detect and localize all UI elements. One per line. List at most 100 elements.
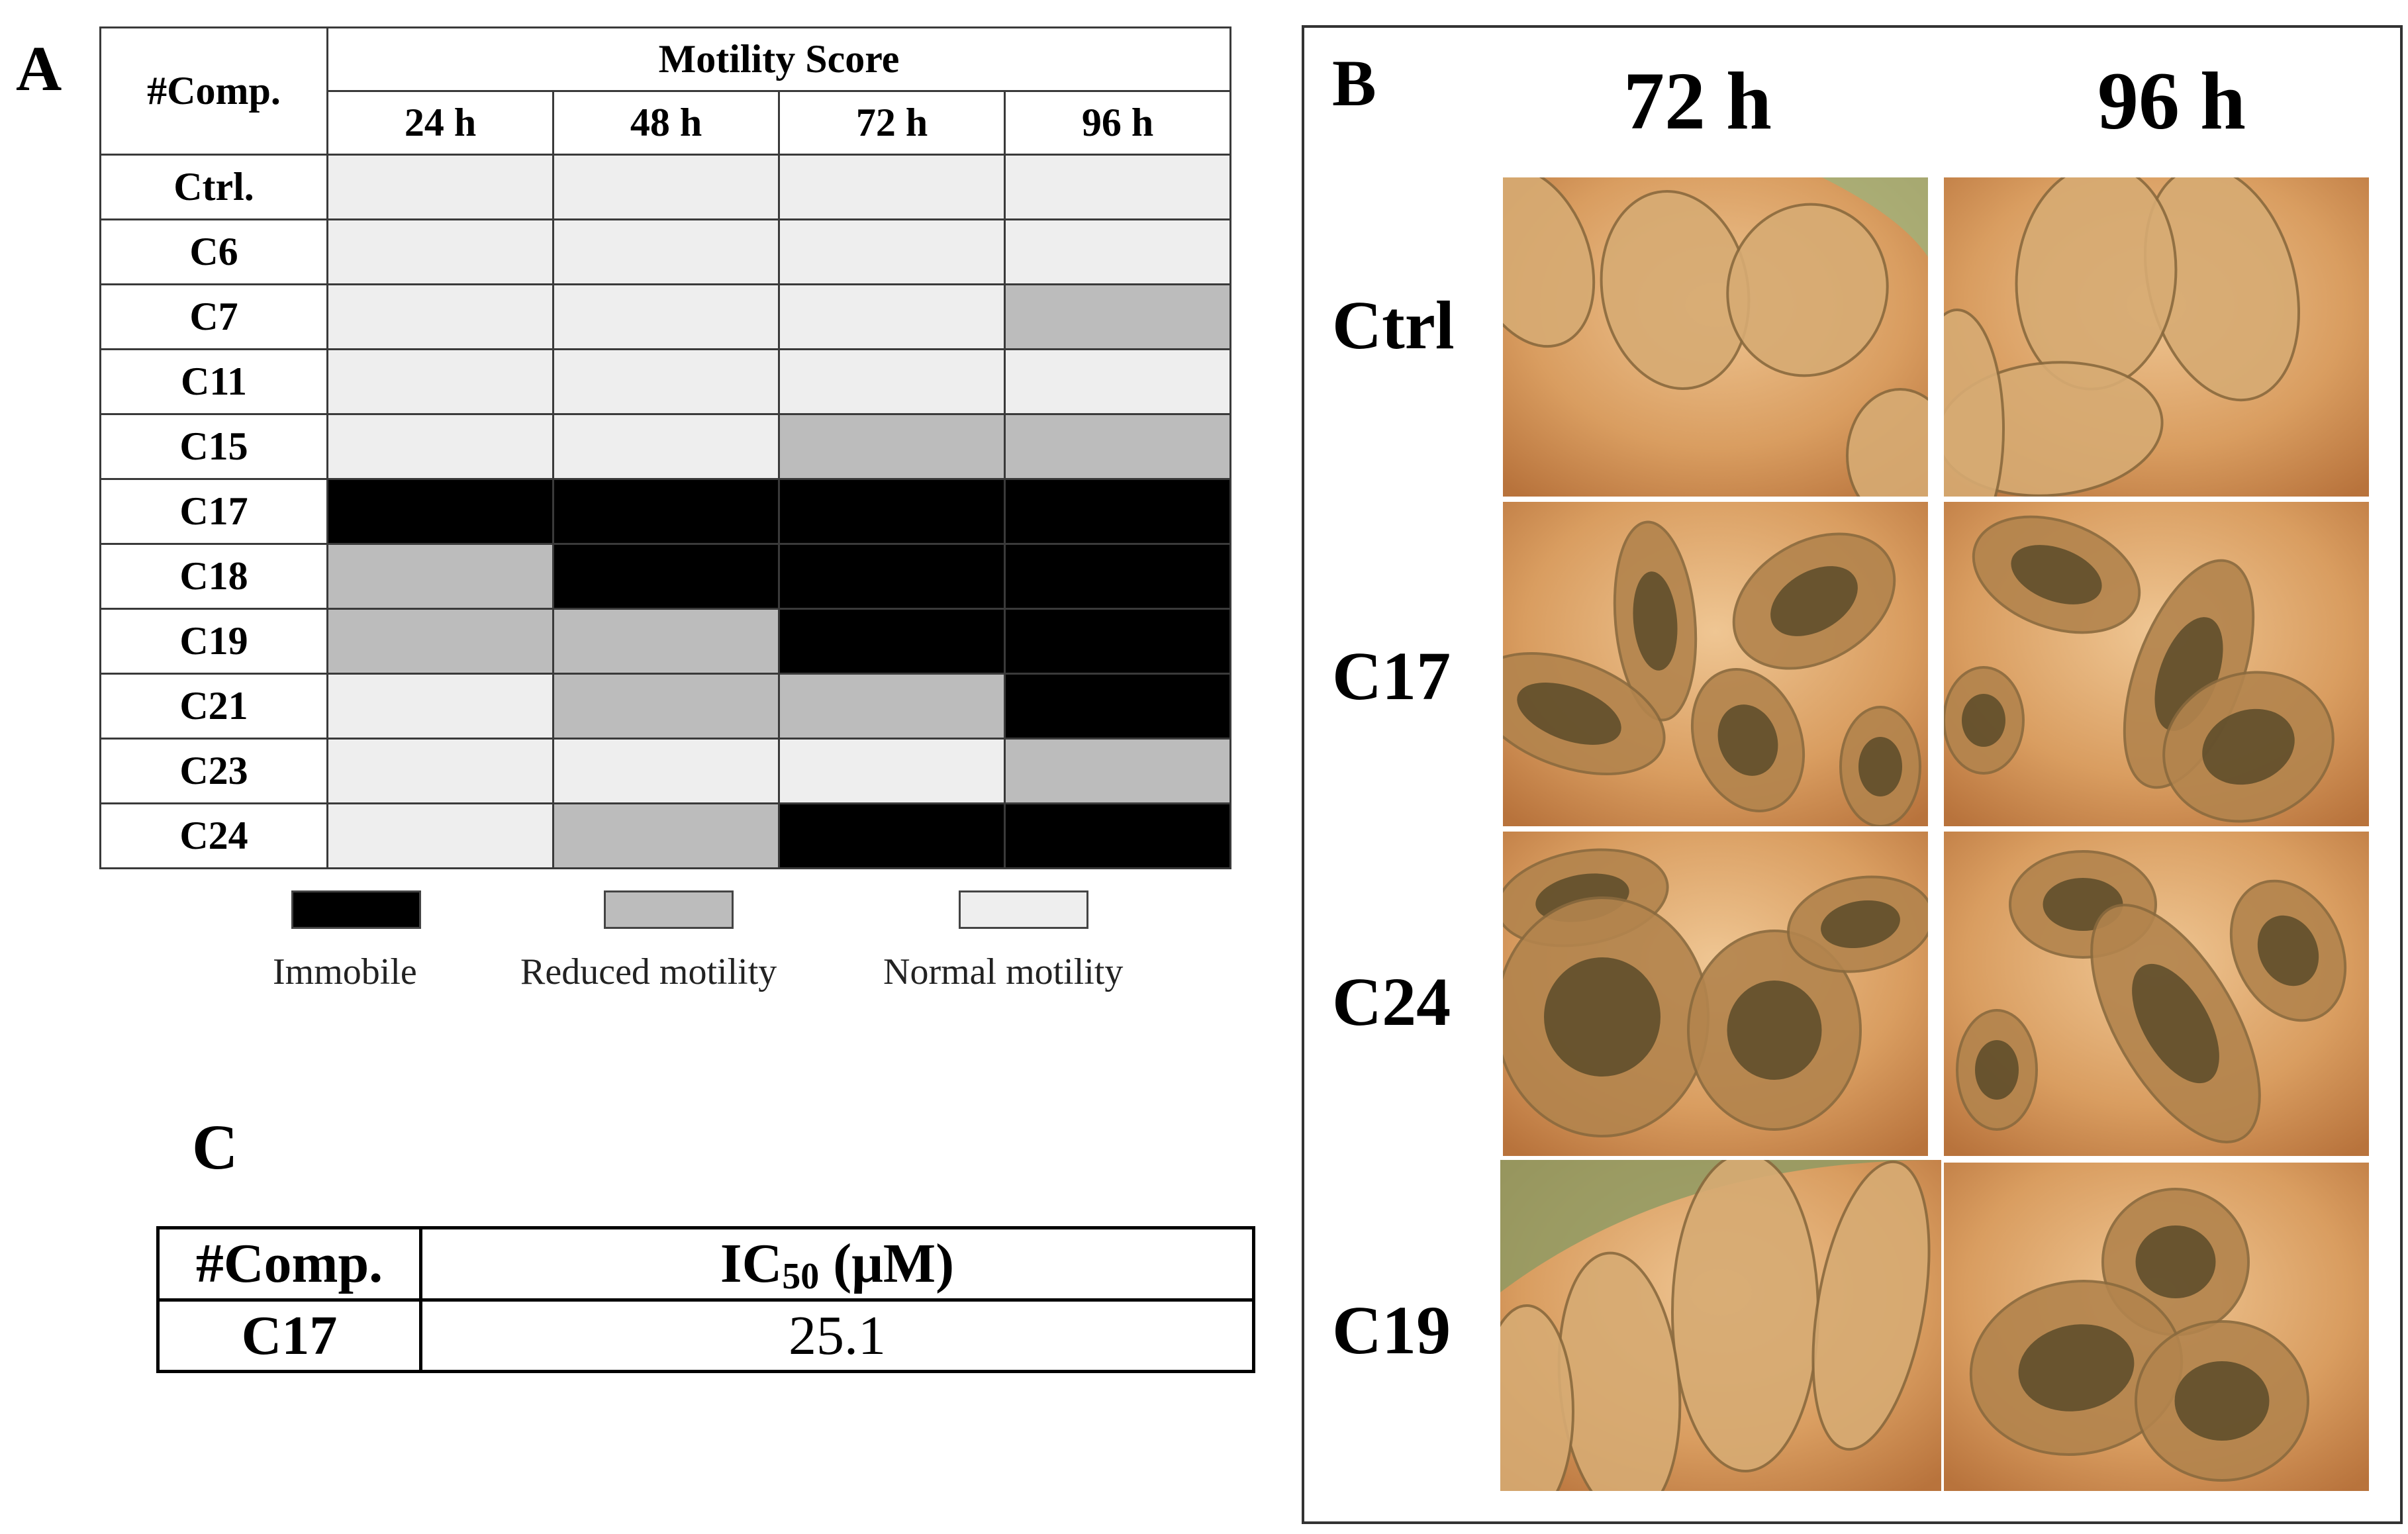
table-row: C17 <box>99 478 1231 545</box>
score-cell <box>778 348 1006 415</box>
score-cell <box>326 738 554 804</box>
worm-micrograph <box>1503 177 1928 497</box>
score-cell <box>326 283 554 350</box>
score-cell <box>1004 673 1231 740</box>
score-cell <box>1004 218 1231 285</box>
score-cell <box>552 802 780 869</box>
score-cell <box>1004 283 1231 350</box>
compound-label: C6 <box>99 218 328 285</box>
score-cell <box>326 218 554 285</box>
ic50-table: #Comp. IC50 (μM) C17 25.1 <box>156 1226 1255 1373</box>
motility-score-header: Motility Score <box>326 26 1231 92</box>
score-cell <box>1004 478 1231 545</box>
worm-micrograph <box>1503 832 1928 1156</box>
score-cell <box>552 348 780 415</box>
row-label-ctrl: Ctrl <box>1332 287 1455 363</box>
score-cell <box>778 543 1006 610</box>
motility-score-table: #Comp. Motility Score 24 h 48 h 72 h 96 … <box>99 26 1231 869</box>
table-row: C24 <box>99 802 1231 869</box>
worm-micrograph <box>1944 177 2369 497</box>
score-cell <box>778 802 1006 869</box>
score-cell <box>552 283 780 350</box>
score-cell <box>552 218 780 285</box>
score-cell <box>1004 738 1231 804</box>
worm-micrograph <box>1944 1163 2369 1491</box>
score-cell <box>778 154 1006 220</box>
compound-label: C19 <box>99 608 328 675</box>
score-cell <box>1004 543 1231 610</box>
score-cell <box>778 738 1006 804</box>
score-cell <box>1004 154 1231 220</box>
table-row: C7 <box>99 283 1231 350</box>
score-cell <box>326 543 554 610</box>
score-cell <box>326 348 554 415</box>
row-label-c17: C17 <box>1332 638 1451 714</box>
compound-label: Ctrl. <box>99 154 328 220</box>
ic50-header-prefix: IC <box>720 1233 783 1295</box>
table-row: C19 <box>99 608 1231 675</box>
corner-header: #Comp. <box>99 26 328 156</box>
panel-b-letter: B <box>1332 46 1376 120</box>
worm-micrograph <box>1500 1160 1941 1491</box>
score-cell <box>1004 802 1231 869</box>
table-row: C6 <box>99 218 1231 285</box>
score-cell <box>1004 608 1231 675</box>
time-header-96h-images: 96 h <box>2097 56 2246 146</box>
ic50-value: 25.1 <box>419 1298 1255 1373</box>
score-cell <box>326 154 554 220</box>
score-cell <box>552 478 780 545</box>
score-cell <box>1004 413 1231 480</box>
table-row: C11 <box>99 348 1231 415</box>
legend-swatch-reduced <box>604 890 734 929</box>
row-label-c19: C19 <box>1332 1292 1451 1368</box>
score-cell <box>778 413 1006 480</box>
worm-micrograph <box>1944 832 2369 1156</box>
score-cell <box>326 478 554 545</box>
table-row: C23 <box>99 738 1231 804</box>
compound-label: C11 <box>99 348 328 415</box>
ic50-header-subscript: 50 <box>782 1256 820 1298</box>
table-row: C21 <box>99 673 1231 740</box>
compound-label: C15 <box>99 413 328 480</box>
legend-label-reduced: Reduced motility <box>520 951 777 992</box>
score-cell <box>552 154 780 220</box>
score-cell <box>778 283 1006 350</box>
score-cell <box>326 608 554 675</box>
score-cell <box>326 413 554 480</box>
score-cell <box>326 673 554 740</box>
compound-label: C17 <box>99 478 328 545</box>
score-cell <box>778 673 1006 740</box>
compound-label: C21 <box>99 673 328 740</box>
score-cell <box>552 413 780 480</box>
time-header-24h: 24 h <box>326 90 554 156</box>
ic50-compound: C17 <box>156 1298 422 1373</box>
table-row: C15 <box>99 413 1231 480</box>
worm-micrograph <box>1944 502 2369 826</box>
score-cell <box>552 738 780 804</box>
time-header-72h: 72 h <box>778 90 1006 156</box>
ic50-header: IC50 (μM) <box>419 1226 1255 1302</box>
score-cell <box>778 608 1006 675</box>
compound-label: C18 <box>99 543 328 610</box>
compound-label: C23 <box>99 738 328 804</box>
worm-micrograph <box>1503 502 1928 826</box>
score-cell <box>326 802 554 869</box>
panel-c-letter: C <box>192 1112 238 1182</box>
table-row: C18 <box>99 543 1231 610</box>
time-header-72h-images: 72 h <box>1623 56 1772 146</box>
time-header-96h: 96 h <box>1004 90 1231 156</box>
legend-swatch-immobile <box>291 890 421 929</box>
compound-label: C7 <box>99 283 328 350</box>
score-cell <box>1004 348 1231 415</box>
legend-swatch-normal <box>959 890 1088 929</box>
score-cell <box>778 478 1006 545</box>
micrograph-panel: B 72 h 96 h Ctrl C17 C24 C19 <box>1302 25 2403 1524</box>
legend-label-normal: Normal motility <box>883 951 1124 992</box>
legend-label-immobile: Immobile <box>273 951 417 992</box>
score-cell <box>778 218 1006 285</box>
score-cell <box>552 673 780 740</box>
table-row: Ctrl. <box>99 154 1231 220</box>
ic50-header-compound: #Comp. <box>156 1226 422 1302</box>
panel-a-letter: A <box>16 33 62 104</box>
score-cell <box>552 543 780 610</box>
